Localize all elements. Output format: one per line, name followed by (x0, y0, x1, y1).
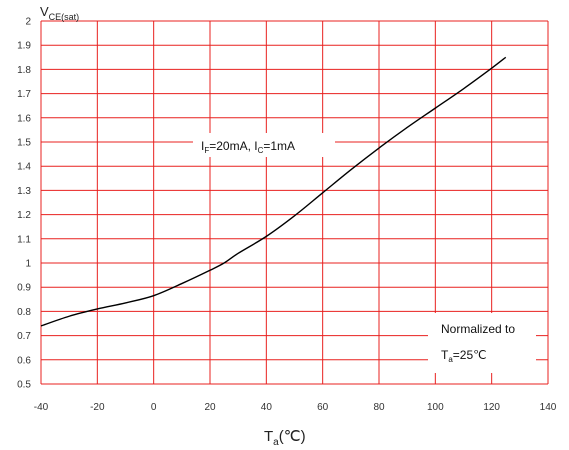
y-axis-label: VCE(sat) (40, 4, 79, 22)
x-tick-label: 140 (540, 402, 557, 413)
grid (40, 20, 549, 385)
x-tick-label: -20 (90, 402, 105, 413)
series-line (40, 56, 507, 327)
x-tick-label: 0 (151, 402, 157, 413)
x-tick-label: 40 (261, 402, 273, 413)
y-tick-label: 1.3 (17, 186, 31, 197)
x-tick-labels: -40 -20 0 20 40 60 80 100 120 140 (34, 402, 557, 413)
x-tick-label: 20 (204, 402, 216, 413)
y-tick-label: 1.1 (17, 234, 31, 245)
y-tick-label: 1.9 (17, 41, 31, 52)
normalized-label-line2: Ta=25℃ (441, 348, 487, 364)
y-tick-label: 1.8 (17, 65, 31, 76)
y-tick-label: 1.6 (17, 113, 31, 124)
y-tick-label: 0.7 (17, 331, 31, 342)
normalized-label-line1: Normalized to (441, 322, 515, 336)
x-tick-label: 60 (317, 402, 329, 413)
condition-label: IF=20mA, IC=1mA (201, 139, 295, 155)
x-tick-label: 100 (427, 402, 444, 413)
y-tick-label: 0.9 (17, 283, 31, 294)
y-tick-label: 1 (25, 259, 31, 270)
y-tick-label: 1.2 (17, 210, 31, 221)
y-tick-label: 1.4 (17, 162, 31, 173)
y-tick-label: 1.7 (17, 89, 31, 100)
y-tick-label: 0.5 (17, 380, 31, 391)
x-axis-label: Ta(℃) (264, 428, 306, 448)
condition-label-box (193, 133, 335, 157)
x-tick-label: 120 (483, 402, 500, 413)
y-tick-label: 1.5 (17, 138, 31, 149)
x-tick-label: 80 (373, 402, 385, 413)
y-tick-label: 2 (25, 17, 31, 28)
y-tick-label: 0.8 (17, 307, 31, 318)
y-tick-label: 0.6 (17, 355, 31, 366)
normalized-label-box (428, 313, 536, 373)
x-tick-label: -40 (34, 402, 49, 413)
y-tick-labels: 0.5 0.6 0.7 0.8 0.9 1 1.1 1.2 1.3 1.4 1.5 1.6 1.7 1.8… (17, 17, 31, 391)
